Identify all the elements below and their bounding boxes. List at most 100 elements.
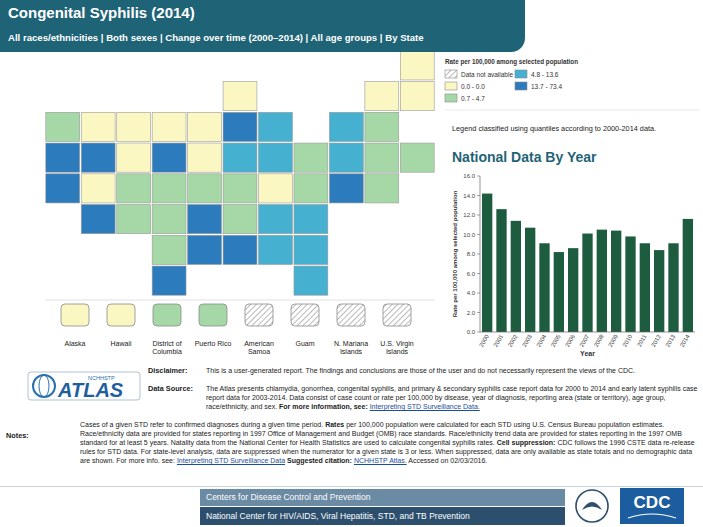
map-cell: [152, 174, 186, 203]
canvas: Rate per 100,000 among selected populati…: [0, 0, 703, 527]
x-tick-label: 2007: [578, 333, 590, 348]
text: Accessed on 02/03/2016.: [407, 457, 488, 464]
legend: Rate per 100,000 among selected populati…: [445, 58, 700, 133]
legend-swatch: [515, 82, 527, 90]
page: Rate per 100,000 among selected populati…: [0, 0, 703, 527]
bar: [568, 248, 578, 332]
y-tick: [477, 293, 480, 294]
map-cell: [81, 112, 115, 141]
bold-text: Suggested citation:: [285, 457, 354, 464]
y-tick: [477, 273, 480, 274]
territory-shape: [337, 304, 365, 326]
territory-label: Guam: [282, 340, 328, 348]
map-cell: [365, 82, 399, 111]
territory-shape: [383, 304, 411, 326]
bar: [611, 231, 621, 332]
logo-globe-meridian: [39, 375, 49, 397]
chart-title: National Data By Year: [452, 149, 597, 165]
y-tick: [477, 332, 480, 333]
map-cell: [81, 205, 115, 234]
territory-label: Alaska: [52, 340, 98, 348]
bold-text: Cell suppression:: [497, 439, 556, 446]
disclaimer-label: Disclaimer:: [148, 366, 187, 375]
text: Cases of a given STD refer to confirmed …: [80, 421, 325, 428]
bar: [683, 219, 693, 332]
territory-shape: [61, 304, 89, 326]
x-tick-label: 2003: [521, 333, 533, 348]
bar: [625, 236, 635, 332]
map-cell: [117, 174, 151, 203]
hhs-seal: [576, 490, 608, 522]
legend-note: Legend classified using quantiles accord…: [452, 124, 656, 133]
map-cell: [259, 112, 293, 141]
territory-label: N. Mariana Islands: [328, 340, 374, 356]
x-tick-label: 2010: [621, 333, 633, 348]
map-cell: [400, 51, 434, 80]
map-cell: [188, 174, 222, 203]
legend-swatch: [515, 70, 527, 78]
territory-label: U.S. Virgin Islands: [374, 340, 420, 356]
header-subtitle: All races/ethnicities | Both sexes | Cha…: [8, 32, 424, 43]
x-tick-label: 2014: [679, 333, 691, 348]
map-cell: [294, 143, 328, 172]
link: Interpreting STD Surveillance Data: [177, 457, 285, 464]
map: [45, 51, 435, 326]
map-cell: [223, 174, 257, 203]
map-cell: [46, 112, 80, 141]
map-cell: [188, 112, 222, 141]
y-tick-label: 16.0: [463, 173, 475, 179]
territory-shape: [153, 304, 181, 326]
logo-large: ATLAS: [57, 379, 124, 401]
bar: [525, 228, 535, 332]
map-cell: [294, 266, 328, 295]
notes-text: Cases of a given STD refer to confirmed …: [80, 420, 700, 465]
map-cell: [223, 143, 257, 172]
bar: [640, 243, 650, 332]
y-tick-label: 8.0: [467, 251, 476, 257]
hhs-eagle: [582, 502, 602, 510]
map-cell: [223, 235, 257, 264]
bar: [582, 234, 592, 332]
map-cell: [152, 205, 186, 234]
map-cell: [400, 82, 434, 111]
bold-text: Rates: [325, 421, 344, 428]
bar: [511, 221, 521, 332]
territory-shape: [245, 304, 273, 326]
link: Interpreting STD Surveillance Data.: [370, 403, 480, 410]
legend-label: Data not available: [461, 71, 513, 78]
header-title: Congenital Syphilis (2014): [8, 4, 195, 21]
map-cell: [152, 235, 186, 264]
map-cell: [117, 143, 151, 172]
map-cell: [188, 143, 222, 172]
bar: [654, 250, 664, 332]
y-tick: [477, 312, 480, 313]
map-cell: [259, 205, 293, 234]
territory-shape: [107, 304, 135, 326]
cdc-logo: CDC: [576, 488, 684, 524]
x-tick-label: 2001: [492, 333, 504, 348]
map-cell: [46, 174, 80, 203]
territory-label: American Samoa: [236, 340, 282, 356]
y-tick: [477, 234, 480, 235]
map-cell: [259, 235, 293, 264]
map-cell: [152, 266, 186, 295]
map-cell: [365, 112, 399, 141]
y-tick: [477, 254, 480, 255]
y-tick-label: 4.0: [467, 290, 476, 296]
map-cell: [329, 112, 363, 141]
territory-label: District of Columbia: [144, 340, 190, 356]
x-tick-label: 2002: [507, 333, 519, 348]
bar: [668, 243, 678, 332]
map-cell: [365, 174, 399, 203]
map-cell: [329, 174, 363, 203]
atlas-logo: NCHHSTPATLAS: [28, 372, 140, 401]
territory-label: Hawaii: [98, 340, 144, 348]
y-tick-label: 10.0: [463, 232, 475, 238]
x-tick-label: 2004: [535, 333, 547, 348]
footer-line-2: National Center for HIV/AIDS, Viral Hepa…: [200, 507, 565, 525]
link: NCHHSTP Atlas.: [354, 457, 407, 464]
bar: [539, 243, 549, 332]
x-tick-label: 2006: [564, 333, 576, 348]
map-cell: [152, 112, 186, 141]
map-cell: [259, 143, 293, 172]
